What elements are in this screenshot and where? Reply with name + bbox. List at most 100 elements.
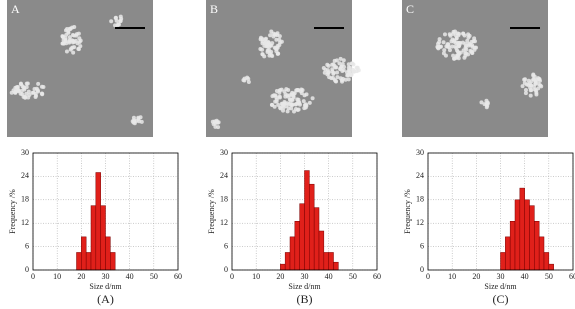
- plot-frame: [32, 152, 179, 271]
- particle: [18, 81, 23, 86]
- bar: [548, 263, 554, 271]
- particle: [445, 44, 450, 49]
- particle: [334, 65, 339, 70]
- particle: [269, 29, 274, 34]
- particle: [527, 81, 532, 86]
- particle: [455, 31, 460, 36]
- particle: [13, 89, 18, 94]
- particle: [531, 72, 536, 77]
- image-label: A: [11, 2, 20, 16]
- particle: [349, 72, 354, 77]
- particle: [331, 62, 336, 67]
- particle: [464, 51, 469, 56]
- x-tick-label: 10: [252, 272, 260, 281]
- particle: [484, 105, 489, 110]
- caption: (C): [493, 292, 509, 306]
- particle: [269, 53, 274, 58]
- particle: [325, 62, 330, 67]
- particle: [450, 37, 455, 42]
- particle: [118, 18, 123, 23]
- particle: [78, 44, 83, 49]
- particle: [304, 92, 309, 97]
- x-tick-label: 0: [230, 272, 234, 281]
- x-tick-label: 40: [521, 272, 529, 281]
- particle: [266, 40, 271, 45]
- particle: [294, 88, 299, 93]
- x-tick-label: 20: [472, 272, 480, 281]
- particle: [24, 81, 29, 86]
- particle: [274, 47, 279, 52]
- particle: [286, 102, 291, 107]
- particle: [70, 25, 75, 30]
- particle: [274, 89, 279, 94]
- bar: [529, 205, 535, 271]
- particle: [139, 119, 144, 124]
- particle: [335, 75, 340, 80]
- particle: [109, 19, 114, 24]
- particle: [355, 65, 360, 70]
- bar: [328, 252, 334, 271]
- particle: [40, 92, 45, 97]
- y-tick-label: 0: [224, 265, 228, 274]
- particle: [76, 47, 81, 52]
- particle: [338, 66, 343, 71]
- y-tick-label: 12: [220, 218, 228, 227]
- image-label: B: [210, 2, 218, 16]
- caption: (B): [297, 292, 313, 306]
- particle: [341, 68, 346, 73]
- x-tick-label: 0: [426, 272, 430, 281]
- particle: [455, 55, 460, 60]
- y-tick-label: 0: [420, 265, 424, 274]
- particle: [301, 99, 306, 104]
- bar: [333, 261, 339, 271]
- particle: [36, 81, 41, 86]
- particle: [529, 88, 534, 93]
- particle: [292, 109, 297, 114]
- particle: [346, 62, 351, 67]
- particle: [437, 37, 442, 42]
- x-tick-label: 0: [31, 272, 35, 281]
- particle: [341, 58, 346, 63]
- x-tick-label: 20: [77, 272, 85, 281]
- bar: [105, 236, 111, 271]
- particle: [310, 96, 315, 101]
- bar: [81, 236, 87, 271]
- particle: [437, 40, 442, 45]
- particle: [349, 61, 354, 66]
- particle: [63, 37, 68, 42]
- particle: [443, 53, 448, 58]
- bar: [294, 221, 300, 271]
- particle: [454, 36, 459, 41]
- particle: [268, 33, 273, 38]
- particle: [67, 39, 72, 44]
- particle: [276, 102, 281, 107]
- plot-frame: [231, 152, 378, 271]
- y-tick-label: 12: [21, 218, 29, 227]
- bar: [514, 199, 521, 271]
- particle: [26, 89, 31, 94]
- y-tick-label: 0: [25, 265, 29, 274]
- particle: [114, 18, 119, 23]
- x-axis-label: Size d/nm: [484, 282, 517, 291]
- x-tick-label: 40: [325, 272, 333, 281]
- particle: [290, 90, 295, 95]
- particle: [23, 95, 28, 100]
- bar: [284, 252, 291, 271]
- particle: [74, 32, 79, 37]
- particle: [274, 37, 279, 42]
- particle: [528, 93, 533, 98]
- particle: [262, 43, 267, 48]
- particle: [275, 43, 280, 48]
- particle: [453, 44, 458, 49]
- image-label: C: [406, 2, 414, 16]
- particle: [265, 50, 270, 55]
- particle: [472, 36, 477, 41]
- particle: [539, 84, 544, 89]
- particle: [442, 32, 447, 37]
- particle: [72, 39, 77, 44]
- plot-frame: [427, 152, 574, 271]
- particle: [482, 102, 487, 107]
- particle: [474, 45, 479, 50]
- particle: [22, 87, 27, 92]
- particle: [330, 67, 335, 72]
